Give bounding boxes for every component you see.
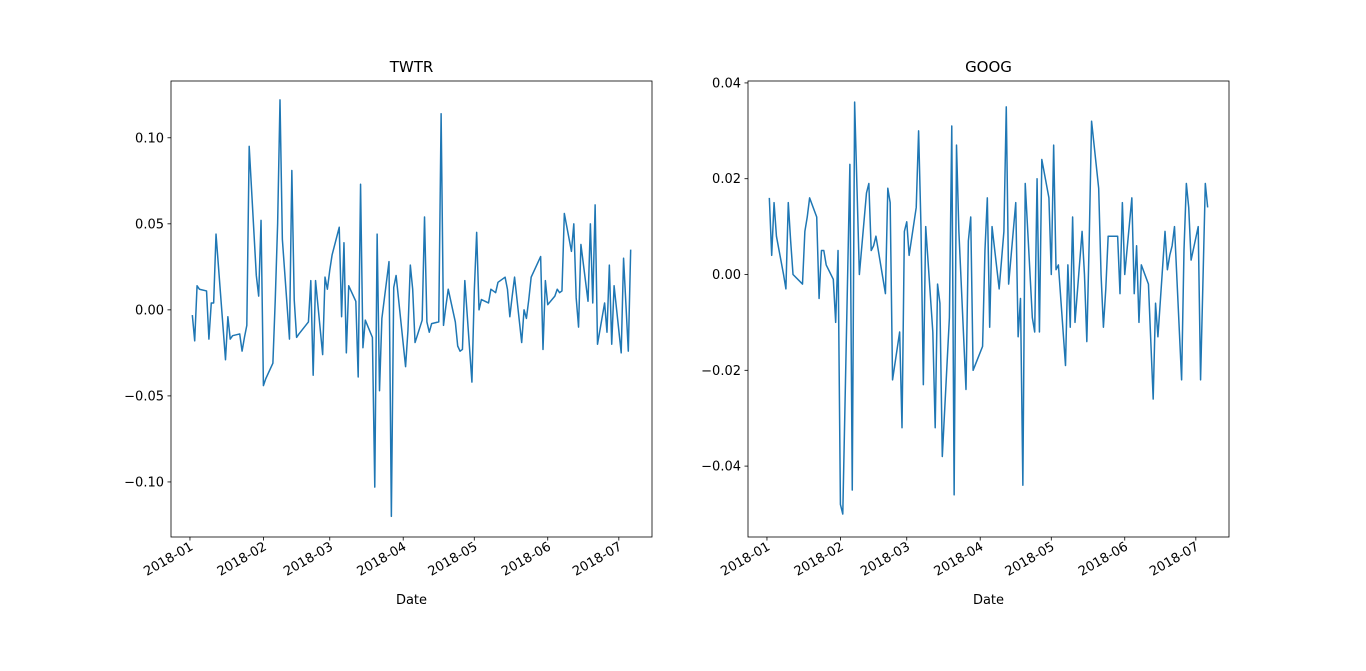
x-tick-label: 2018-07 — [570, 539, 625, 579]
x-axis-label: Date — [973, 593, 1004, 608]
chart-title: TWTR — [389, 58, 434, 76]
x-tick-label: 2018-05 — [426, 539, 481, 579]
y-tick-label: −0.05 — [124, 389, 164, 404]
data-line — [191, 99, 632, 518]
y-tick-label: −0.04 — [701, 460, 741, 475]
x-tick-label: 2018-05 — [1003, 539, 1058, 579]
x-tick-label: 2018-01 — [718, 539, 773, 579]
x-tick-label: 2018-07 — [1147, 539, 1202, 579]
x-tick-label: 2018-03 — [858, 539, 913, 579]
y-tick-label: −0.02 — [701, 364, 741, 379]
x-tick-label: 2018-01 — [141, 539, 196, 579]
y-tick-label: 0.10 — [135, 131, 164, 146]
x-tick-label: 2018-02 — [792, 539, 847, 579]
y-tick-label: 0.04 — [712, 76, 741, 91]
x-axis-label: Date — [396, 593, 427, 608]
x-tick-label: 2018-04 — [355, 539, 410, 579]
chart-title: GOOG — [965, 58, 1012, 76]
x-tick-label: 2018-06 — [499, 539, 554, 579]
y-tick-label: 0.02 — [712, 172, 741, 187]
axes-frame — [747, 80, 1230, 538]
y-tick-label: 0.00 — [712, 268, 741, 283]
y-tick-label: 0.05 — [135, 217, 164, 232]
x-tick-label: 2018-03 — [281, 539, 336, 579]
y-tick-label: 0.00 — [135, 303, 164, 318]
x-tick-label: 2018-06 — [1076, 539, 1131, 579]
data-line — [768, 101, 1209, 515]
y-tick-label: −0.10 — [124, 475, 164, 490]
x-tick-label: 2018-02 — [215, 539, 270, 579]
x-tick-label: 2018-04 — [932, 539, 987, 579]
axes-frame — [170, 80, 653, 538]
